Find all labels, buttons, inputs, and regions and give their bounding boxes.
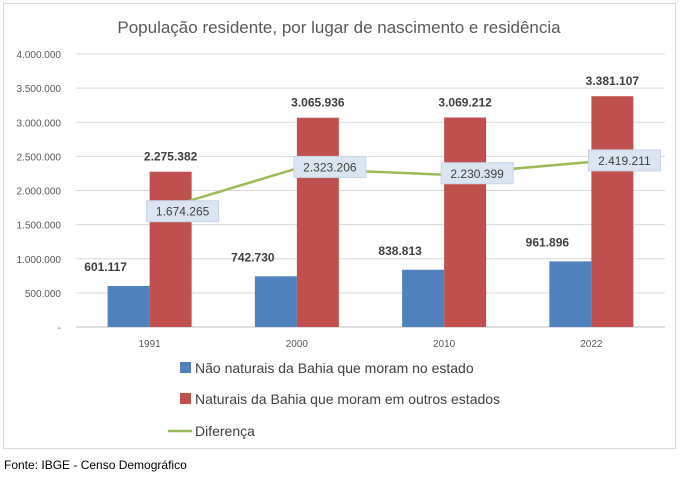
y-tick-label: - — [58, 323, 61, 334]
legend-swatch — [180, 362, 191, 373]
legend-label: Diferença — [195, 423, 255, 439]
data-label-box-diferenca — [146, 200, 220, 223]
y-tick-label: 3.000.000 — [17, 118, 62, 129]
y-tick-label: 1.000.000 — [17, 255, 62, 266]
data-label-naturais: 2.275.382 — [144, 150, 198, 164]
line-diferenca — [149, 160, 592, 214]
y-tick-label: 3.500.000 — [17, 84, 62, 95]
y-tick-label: 4.000.000 — [17, 50, 62, 61]
data-label-nao-naturais: 838.813 — [378, 244, 422, 258]
bar-nao-naturais — [254, 276, 297, 327]
x-tick-label: 1991 — [139, 339, 162, 350]
data-label-naturais: 3.065.936 — [291, 96, 345, 110]
data-label-nao-naturais: 601.117 — [84, 260, 127, 274]
data-label-diferenca: 2.323.206 — [303, 160, 357, 174]
y-tick-label: 1.500.000 — [17, 221, 62, 232]
legend-label: Naturais da Bahia que moram em outros es… — [195, 391, 500, 407]
bar-nao-naturais — [549, 261, 592, 327]
legend-swatch — [180, 393, 191, 404]
data-label-nao-naturais: 742.730 — [231, 250, 275, 264]
data-label-naturais: 3.381.107 — [586, 74, 640, 88]
bar-naturais — [149, 171, 192, 327]
legend-label: Não naturais da Bahia que moram no estad… — [195, 360, 474, 376]
x-tick-label: 2000 — [286, 339, 309, 350]
chart-title: População residente, por lugar de nascim… — [117, 18, 561, 37]
x-tick-label: 2010 — [433, 339, 456, 350]
data-label-diferenca: 2.419.211 — [598, 154, 651, 168]
bar-naturais — [296, 117, 339, 327]
y-tick-label: 2.000.000 — [17, 187, 62, 198]
bar-naturais — [444, 117, 487, 328]
bar-nao-naturais — [107, 285, 150, 327]
data-label-naturais: 3.069.212 — [438, 96, 492, 110]
source-note: Fonte: IBGE - Censo Demográfico — [4, 458, 187, 472]
data-label-box-diferenca — [293, 155, 367, 178]
data-label-box-diferenca — [440, 162, 514, 185]
data-label-box-diferenca — [587, 149, 661, 172]
data-label-diferenca: 2.230.399 — [450, 167, 504, 181]
chart-frame — [3, 3, 676, 449]
bar-naturais — [591, 96, 634, 328]
bar-nao-naturais — [402, 269, 445, 327]
data-label-diferenca: 1.674.265 — [156, 205, 210, 219]
y-tick-label: 500.000 — [25, 289, 62, 300]
y-tick-label: 2.500.000 — [17, 152, 62, 163]
x-tick-label: 2022 — [580, 339, 603, 350]
data-label-nao-naturais: 961.896 — [526, 235, 570, 249]
